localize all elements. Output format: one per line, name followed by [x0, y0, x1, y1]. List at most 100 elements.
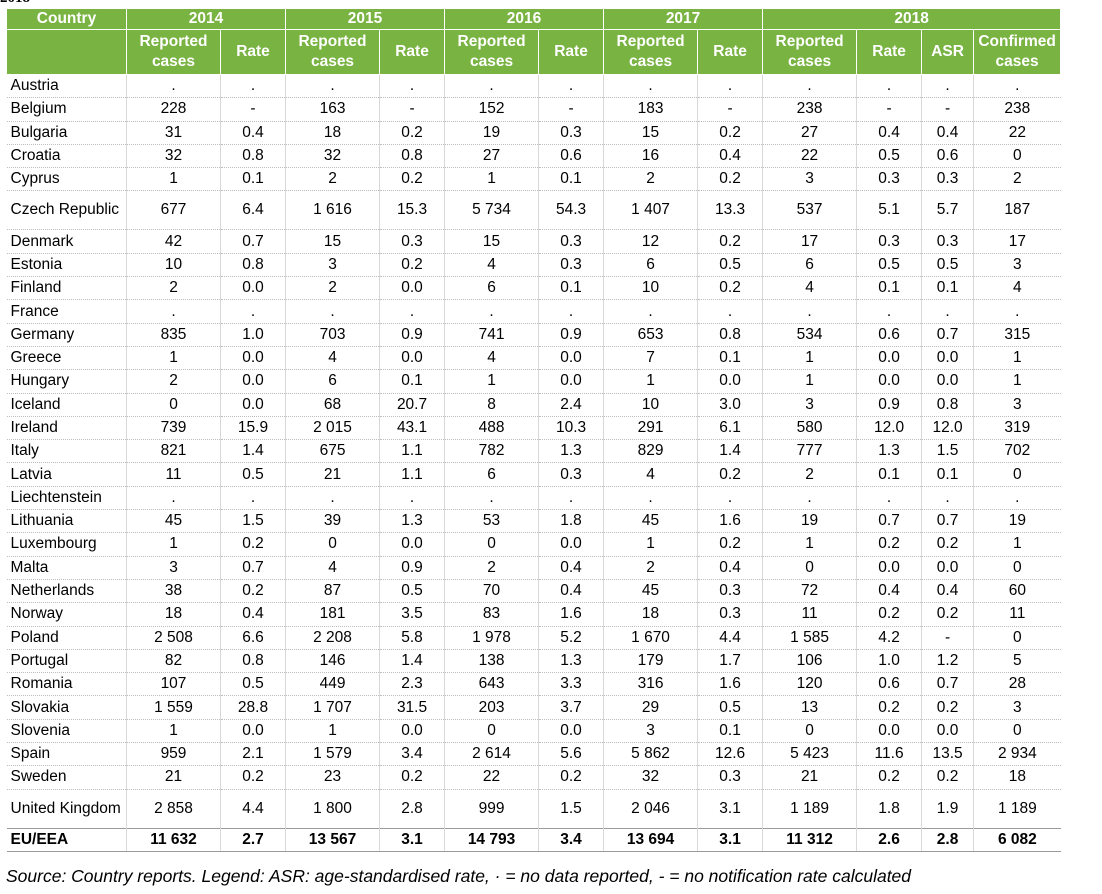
cell-reported-2015: 1 800	[285, 789, 380, 829]
cell-asr-2018: -	[921, 626, 974, 650]
header-reported-cases: Reported cases	[285, 29, 381, 75]
cell-reported-2016: 15	[444, 229, 539, 254]
cell-confirmed-2018: 315	[973, 323, 1061, 347]
cell-reported-2018: 19	[762, 509, 857, 534]
header-reported-cases: Reported cases	[762, 29, 858, 75]
cell-reported-2018: 13	[762, 695, 857, 720]
cell-rate-2016: 0.4	[538, 556, 604, 580]
cell-reported-2015: .	[285, 299, 380, 324]
cell-reported-2018: 3	[762, 393, 857, 417]
cell-rate-2015: 2.8	[379, 789, 445, 829]
header-rate: Rate	[538, 29, 605, 75]
cell-rate-2017: 0.2	[697, 462, 763, 487]
cell-reported-2018: 1	[762, 369, 857, 394]
cell-rate-2016: 0.0	[538, 346, 604, 371]
cell-rate-2017: -	[697, 97, 763, 122]
cell-country: Slovakia	[6, 695, 127, 720]
header-rate: Rate	[856, 29, 923, 75]
cell-rate-2018: .	[856, 486, 922, 511]
table-row: Norway 18 0.4 181 3.5 83 1.6 18 0.3 11 0.2 0.2 11	[6, 602, 1061, 627]
cell-reported-2017: 10	[603, 276, 698, 301]
cell-country: Hungary	[6, 369, 127, 394]
cell-reported-2018: 537	[762, 190, 857, 231]
cell-reported-2017: 45	[603, 509, 698, 534]
cell-rate-2015: .	[379, 299, 445, 324]
header-year-2018: 2018	[762, 8, 1062, 30]
cell-confirmed-2018: 3	[973, 695, 1061, 720]
cell-asr-2018: 0.7	[921, 672, 974, 697]
cell-asr-2018: .	[921, 74, 974, 99]
cell-rate-2014: 4.4	[219, 789, 286, 829]
cell-country: Sweden	[6, 765, 127, 790]
cell-reported-2016: .	[444, 74, 539, 99]
cell-rate-2018: 0.3	[856, 229, 922, 254]
header-rate: Rate	[697, 29, 764, 75]
cell-rate-2018: 1.3	[856, 439, 922, 464]
cell-reported-2016: 0	[444, 719, 539, 744]
cell-asr-2018: .	[921, 486, 974, 511]
cell-rate-2017: 3.0	[697, 393, 763, 417]
cell-reported-2018: 22	[762, 144, 857, 169]
cell-reported-2017: 6	[603, 253, 698, 278]
cell-reported-2018: .	[762, 74, 857, 99]
cell-reported-2015: 675	[285, 439, 380, 464]
cell-rate-2016: 1.3	[538, 439, 604, 464]
cell-country: Romania	[6, 672, 127, 697]
cell-confirmed-2018: 0	[973, 462, 1061, 487]
cell-reported-2015: 1 579	[285, 742, 380, 767]
cell-reported-2016: 488	[444, 416, 539, 441]
cell-reported-2015: 21	[285, 462, 380, 487]
cell-confirmed-2018: 22	[973, 121, 1061, 145]
cell-reported-2016: 14 793	[444, 827, 539, 852]
cell-reported-2015: 449	[285, 672, 380, 697]
cell-reported-2014: 21	[126, 765, 221, 790]
cell-rate-2017: 3.1	[697, 827, 763, 852]
cell-country: Iceland	[6, 393, 127, 417]
cell-country: Slovenia	[6, 719, 127, 744]
cell-country: Estonia	[6, 253, 127, 278]
table-row: Croatia 32 0.8 32 0.8 27 0.6 16 0.4 22 0.5 0.6 0	[6, 144, 1061, 169]
cell-rate-2015: 15.3	[379, 190, 445, 231]
cell-confirmed-2018: 0	[973, 719, 1061, 744]
cell-confirmed-2018: 2	[973, 167, 1061, 192]
cell-rate-2014: 1.5	[219, 509, 286, 534]
cell-reported-2017: 829	[603, 439, 698, 464]
cell-rate-2014: 0.0	[219, 369, 286, 394]
cell-country: France	[6, 299, 127, 324]
cell-asr-2018: 0.8	[921, 393, 974, 417]
cell-asr-2018: 0.5	[921, 253, 974, 278]
cell-rate-2014: 0.0	[219, 719, 286, 744]
cell-rate-2018: 0.2	[856, 695, 922, 720]
cell-asr-2018: 1.5	[921, 439, 974, 464]
cell-reported-2017: 13 694	[603, 827, 698, 852]
cell-rate-2017: 4.4	[697, 626, 763, 650]
cell-country: Belgium	[6, 97, 127, 122]
cell-confirmed-2018: 1	[973, 369, 1061, 394]
cell-rate-2018: 0.2	[856, 765, 922, 790]
cell-reported-2016: 22	[444, 765, 539, 790]
cell-rate-2018: 0.0	[856, 556, 922, 580]
cell-asr-2018: 0.3	[921, 229, 974, 254]
table-row: Liechtenstein............	[6, 486, 1061, 511]
cell-reported-2015: 2 208	[285, 626, 380, 650]
cell-confirmed-2018: 19	[973, 509, 1061, 534]
cell-rate-2017: 0.3	[697, 765, 763, 790]
header-year-2014: 2014	[125, 8, 287, 30]
table-row: Sweden 21 0.2 23 0.2 22 0.2 32 0.3 21 0.2 0.2 18	[6, 765, 1061, 790]
cell-rate-2018: 0.2	[856, 602, 922, 627]
table-body: Austria............ Belgium 228-163-152-18…	[6, 74, 1061, 852]
cell-rate-2017: 0.0	[697, 369, 763, 394]
cell-country: Norway	[6, 602, 127, 627]
table-row: Iceland 0 0.0 68 20.7 8 2.4 10 3.0 3 0.9 0.8 3	[6, 393, 1061, 417]
header-year-2017: 2017	[603, 8, 764, 30]
cell-reported-2016: 6	[444, 276, 539, 301]
cell-confirmed-2018: 3	[973, 253, 1061, 278]
table-row: France............	[6, 299, 1061, 324]
cell-rate-2016: 5.2	[538, 626, 604, 650]
cell-rate-2014: .	[219, 486, 286, 511]
cell-asr-2018: 0.2	[921, 765, 974, 790]
cell-country: Netherlands	[6, 579, 127, 604]
header-reported-cases: Reported cases	[444, 29, 540, 75]
cell-country: Bulgaria	[6, 121, 127, 145]
cell-rate-2018: 5.1	[856, 190, 922, 231]
